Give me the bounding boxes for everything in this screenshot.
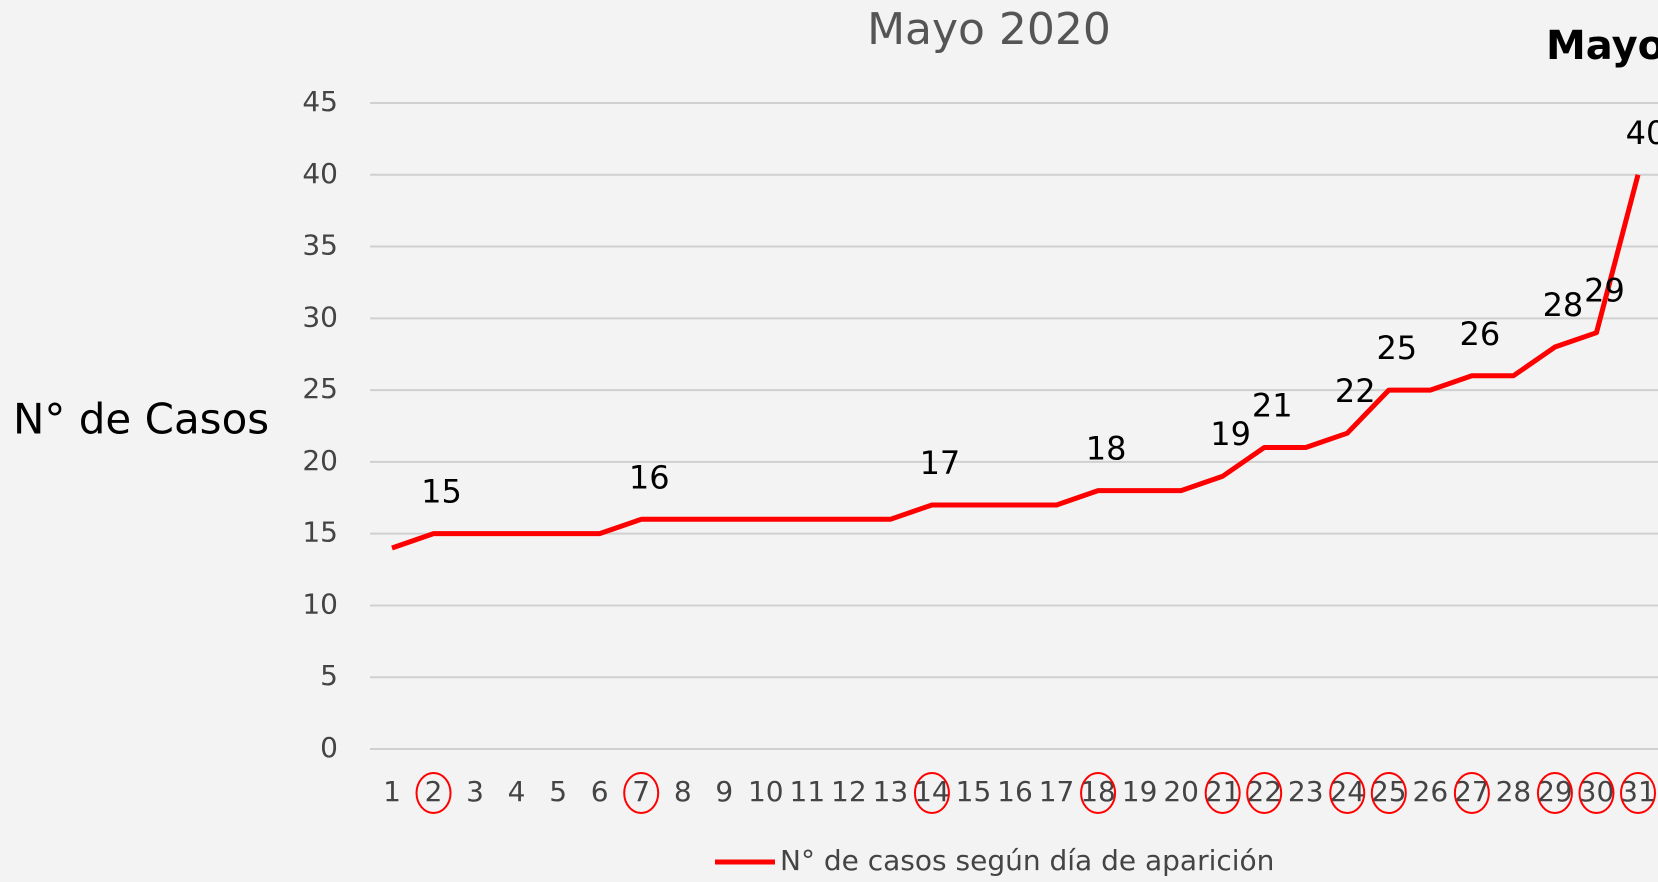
data-label: 25	[1376, 329, 1417, 367]
y-tick-label: 40	[302, 157, 338, 190]
legend-label: N° de casos según día de aparición	[780, 844, 1274, 877]
y-tick-label: 10	[302, 587, 338, 620]
y-tick-label: 0	[320, 731, 338, 764]
annotation: Mayo	[1546, 23, 1658, 69]
chart-title: Mayo 2020	[867, 4, 1111, 55]
data-label: 29	[1584, 272, 1625, 310]
data-label: 26	[1460, 315, 1501, 353]
data-label: 15	[421, 473, 462, 511]
data-label: 19	[1210, 415, 1251, 453]
x-tick-label: 15	[956, 775, 992, 808]
data-label: 16	[629, 458, 670, 496]
x-tick-label: 19	[1122, 775, 1158, 808]
x-tick-label: 12	[831, 775, 867, 808]
x-tick-label: 3	[466, 775, 484, 808]
x-tick-label: 2	[425, 775, 443, 808]
x-tick-label: 20	[1163, 775, 1199, 808]
y-tick-label: 45	[302, 85, 338, 118]
data-label: 21	[1252, 387, 1293, 425]
y-tick-label: 25	[302, 372, 338, 405]
x-tick-label: 11	[790, 775, 826, 808]
x-tick-label: 4	[508, 775, 526, 808]
x-tick-label: 9	[715, 775, 733, 808]
y-tick-label: 35	[302, 229, 338, 262]
y-axis-label: N° de Casos	[13, 395, 269, 444]
x-tick-label: 23	[1288, 775, 1324, 808]
chart: Mayo 2020 Mayo N° de Casos 0510152025303…	[0, 0, 1658, 882]
data-label: 18	[1086, 430, 1127, 468]
x-tick-label: 28	[1496, 775, 1532, 808]
y-tick-label: 30	[302, 300, 338, 333]
y-tick-label: 5	[320, 659, 338, 692]
y-tick-label: 15	[302, 516, 338, 549]
x-tick-label: 6	[591, 775, 609, 808]
x-tick-label: 5	[549, 775, 567, 808]
x-tick-label: 10	[748, 775, 784, 808]
x-tick-label: 26	[1413, 775, 1449, 808]
data-label: 40	[1626, 114, 1658, 152]
data-line	[392, 175, 1638, 548]
x-tick-label: 1	[383, 775, 401, 808]
data-label: 22	[1335, 372, 1376, 410]
x-tick-label: 13	[873, 775, 909, 808]
y-tick-label: 20	[302, 444, 338, 477]
x-tick-label: 8	[674, 775, 692, 808]
x-tick-label: 17	[1039, 775, 1075, 808]
x-tick-label: 16	[997, 775, 1033, 808]
data-label: 17	[920, 444, 961, 482]
x-tick-label: 7	[632, 775, 650, 808]
data-label: 28	[1543, 286, 1584, 324]
